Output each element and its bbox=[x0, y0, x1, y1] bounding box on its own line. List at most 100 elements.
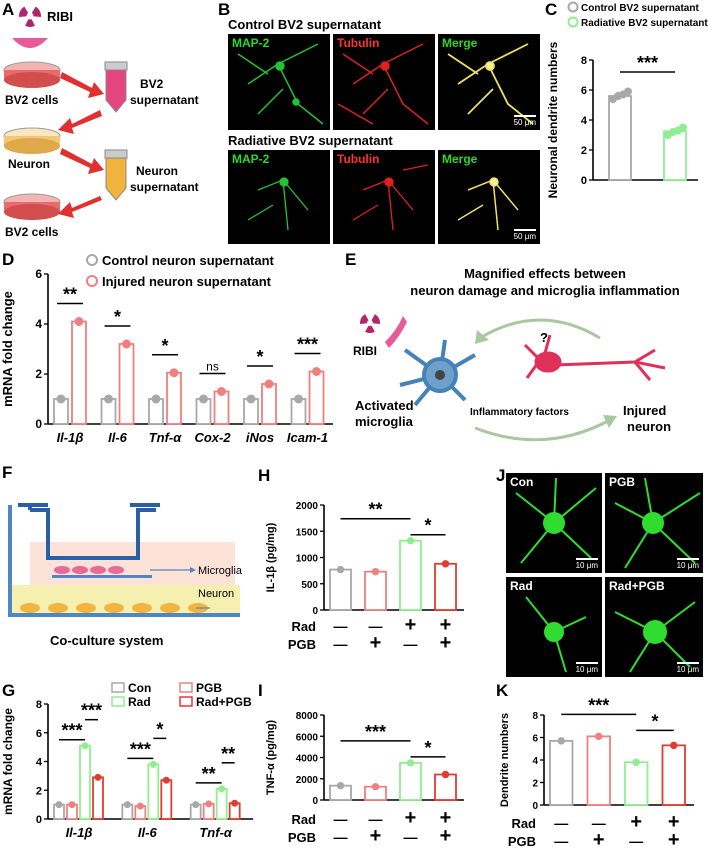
bar bbox=[329, 568, 352, 611]
x-tick-label: Il-6 bbox=[138, 825, 158, 840]
row-label: PGB bbox=[508, 834, 536, 849]
b-ctrl-merge-image: Merge 50 μm bbox=[438, 34, 540, 130]
e-title-1: Magnified effects between bbox=[464, 266, 626, 281]
y-tick-label: 0 bbox=[36, 814, 42, 826]
sig-label: * bbox=[424, 738, 431, 758]
data-point bbox=[406, 537, 415, 545]
sig-label: *** bbox=[61, 721, 82, 741]
legend-label: Control neuron supernatant bbox=[102, 253, 275, 268]
row-sign: + bbox=[405, 807, 417, 829]
e-top-arrow bbox=[479, 318, 601, 340]
y-axis-label: IL-1β (pg/mg) bbox=[265, 522, 277, 592]
j-radpgb-image: Rad+PGB 10 μm bbox=[605, 577, 703, 677]
x-tick-label: Cox-2 bbox=[194, 430, 231, 445]
b-map2-label: MAP-2 bbox=[232, 36, 270, 50]
row-label: Rad bbox=[291, 619, 316, 634]
x-tick-label: Il-6 bbox=[108, 430, 128, 445]
y-tick-label: 0 bbox=[312, 796, 318, 807]
data-point bbox=[149, 760, 157, 768]
bar bbox=[261, 383, 277, 425]
neuron-dish-icon bbox=[3, 127, 61, 154]
data-point bbox=[441, 770, 450, 779]
e-bottom-arrow bbox=[474, 418, 611, 442]
a-ribi-label: RIBI bbox=[47, 9, 73, 24]
panel-label-i: I bbox=[258, 681, 263, 700]
panel-label-j: J bbox=[496, 466, 506, 485]
injured-neuron-icon bbox=[523, 334, 666, 381]
y-tick-label: 0 bbox=[35, 417, 42, 431]
j-scale-3: 10 μm bbox=[576, 662, 598, 674]
data-point bbox=[624, 87, 632, 96]
row-label: PGB bbox=[288, 637, 316, 652]
data-point bbox=[151, 394, 161, 404]
bar bbox=[160, 779, 173, 820]
bar bbox=[71, 320, 87, 425]
j-con-label: Con bbox=[510, 475, 534, 489]
y-tick-label: 6 bbox=[581, 85, 587, 97]
row-sign: — bbox=[369, 811, 383, 827]
legend-label: Injured neuron supernatant bbox=[102, 274, 272, 289]
data-point bbox=[336, 781, 345, 790]
bar bbox=[364, 570, 387, 611]
b-merge-label: Merge bbox=[442, 36, 478, 50]
b-map2-label-2: MAP-2 bbox=[232, 152, 270, 166]
data-point bbox=[56, 394, 66, 404]
b-row2-title: Radiative BV2 supernatant bbox=[228, 133, 393, 148]
sig-label: * bbox=[114, 307, 121, 327]
radiation-beam-icon bbox=[12, 38, 48, 48]
radiation-icon bbox=[19, 4, 41, 27]
panel-label-d: D bbox=[2, 250, 15, 269]
panel-label-a: A bbox=[2, 0, 15, 19]
j-con-image: Con 10 μm bbox=[506, 473, 602, 573]
e-question: ? bbox=[540, 330, 548, 345]
legend-label: Radiative BV2 supernatant bbox=[581, 18, 708, 29]
data-point bbox=[122, 339, 131, 349]
bar bbox=[92, 776, 104, 820]
row-sign: — bbox=[334, 636, 348, 652]
data-point bbox=[55, 801, 63, 809]
sig-label: * bbox=[256, 347, 263, 367]
b-ctrl-tubulin-image: Tubulin bbox=[333, 34, 435, 130]
legend-label: Control BV2 supernatant bbox=[581, 3, 699, 14]
row-label: Rad bbox=[291, 812, 316, 827]
y-tick-label: 8 bbox=[36, 699, 42, 711]
bar bbox=[624, 761, 649, 806]
panel-a-schematic: RIBI BV2 cells Neuron BV2 cells BV2 supe… bbox=[3, 4, 199, 239]
data-point bbox=[264, 379, 274, 389]
sig-label: *** bbox=[365, 722, 386, 742]
data-point bbox=[68, 801, 76, 809]
row-label: Rad bbox=[511, 816, 536, 831]
y-tick-label: 2000 bbox=[296, 501, 319, 512]
data-point bbox=[123, 801, 131, 809]
legend-marker bbox=[86, 275, 98, 287]
j-radpgb-label: Rad+PGB bbox=[609, 579, 665, 593]
row-sign: — bbox=[554, 833, 568, 849]
row-sign: + bbox=[668, 811, 680, 833]
bar bbox=[608, 95, 632, 181]
row-sign: — bbox=[629, 833, 643, 849]
e-title-2: neuron damage and microglia inflammation bbox=[410, 283, 679, 298]
b-row1-title: Control BV2 supernatant bbox=[228, 17, 382, 32]
y-tick-label: 2 bbox=[581, 145, 587, 157]
y-tick-label: 2 bbox=[35, 367, 42, 381]
y-tick-label: 1000 bbox=[296, 554, 319, 565]
bar bbox=[399, 539, 422, 611]
data-point bbox=[192, 801, 200, 809]
row-sign: + bbox=[440, 614, 452, 636]
microglia-icon bbox=[399, 339, 476, 407]
b-scale-bar-1: 50 μm bbox=[514, 115, 536, 127]
y-axis-label: TNF-α (pg/mg) bbox=[265, 720, 277, 796]
b-tubulin-label-2: Tubulin bbox=[337, 152, 380, 166]
legend-label: Con bbox=[128, 681, 151, 695]
bar bbox=[79, 744, 91, 820]
data-point bbox=[557, 737, 565, 745]
bar bbox=[434, 562, 457, 611]
chart-g: 0 2 4 6 8 mRNA fold change Con PGB Rad Rad+PGB Il-… bbox=[1, 681, 253, 840]
e-top-arrowhead-icon bbox=[475, 330, 489, 344]
row-sign: + bbox=[440, 825, 452, 847]
x-tick-label: Il-1β bbox=[66, 825, 93, 840]
y-tick-label: 8000 bbox=[296, 711, 319, 722]
row-sign: + bbox=[370, 825, 382, 847]
sig-label: ns bbox=[206, 360, 219, 374]
